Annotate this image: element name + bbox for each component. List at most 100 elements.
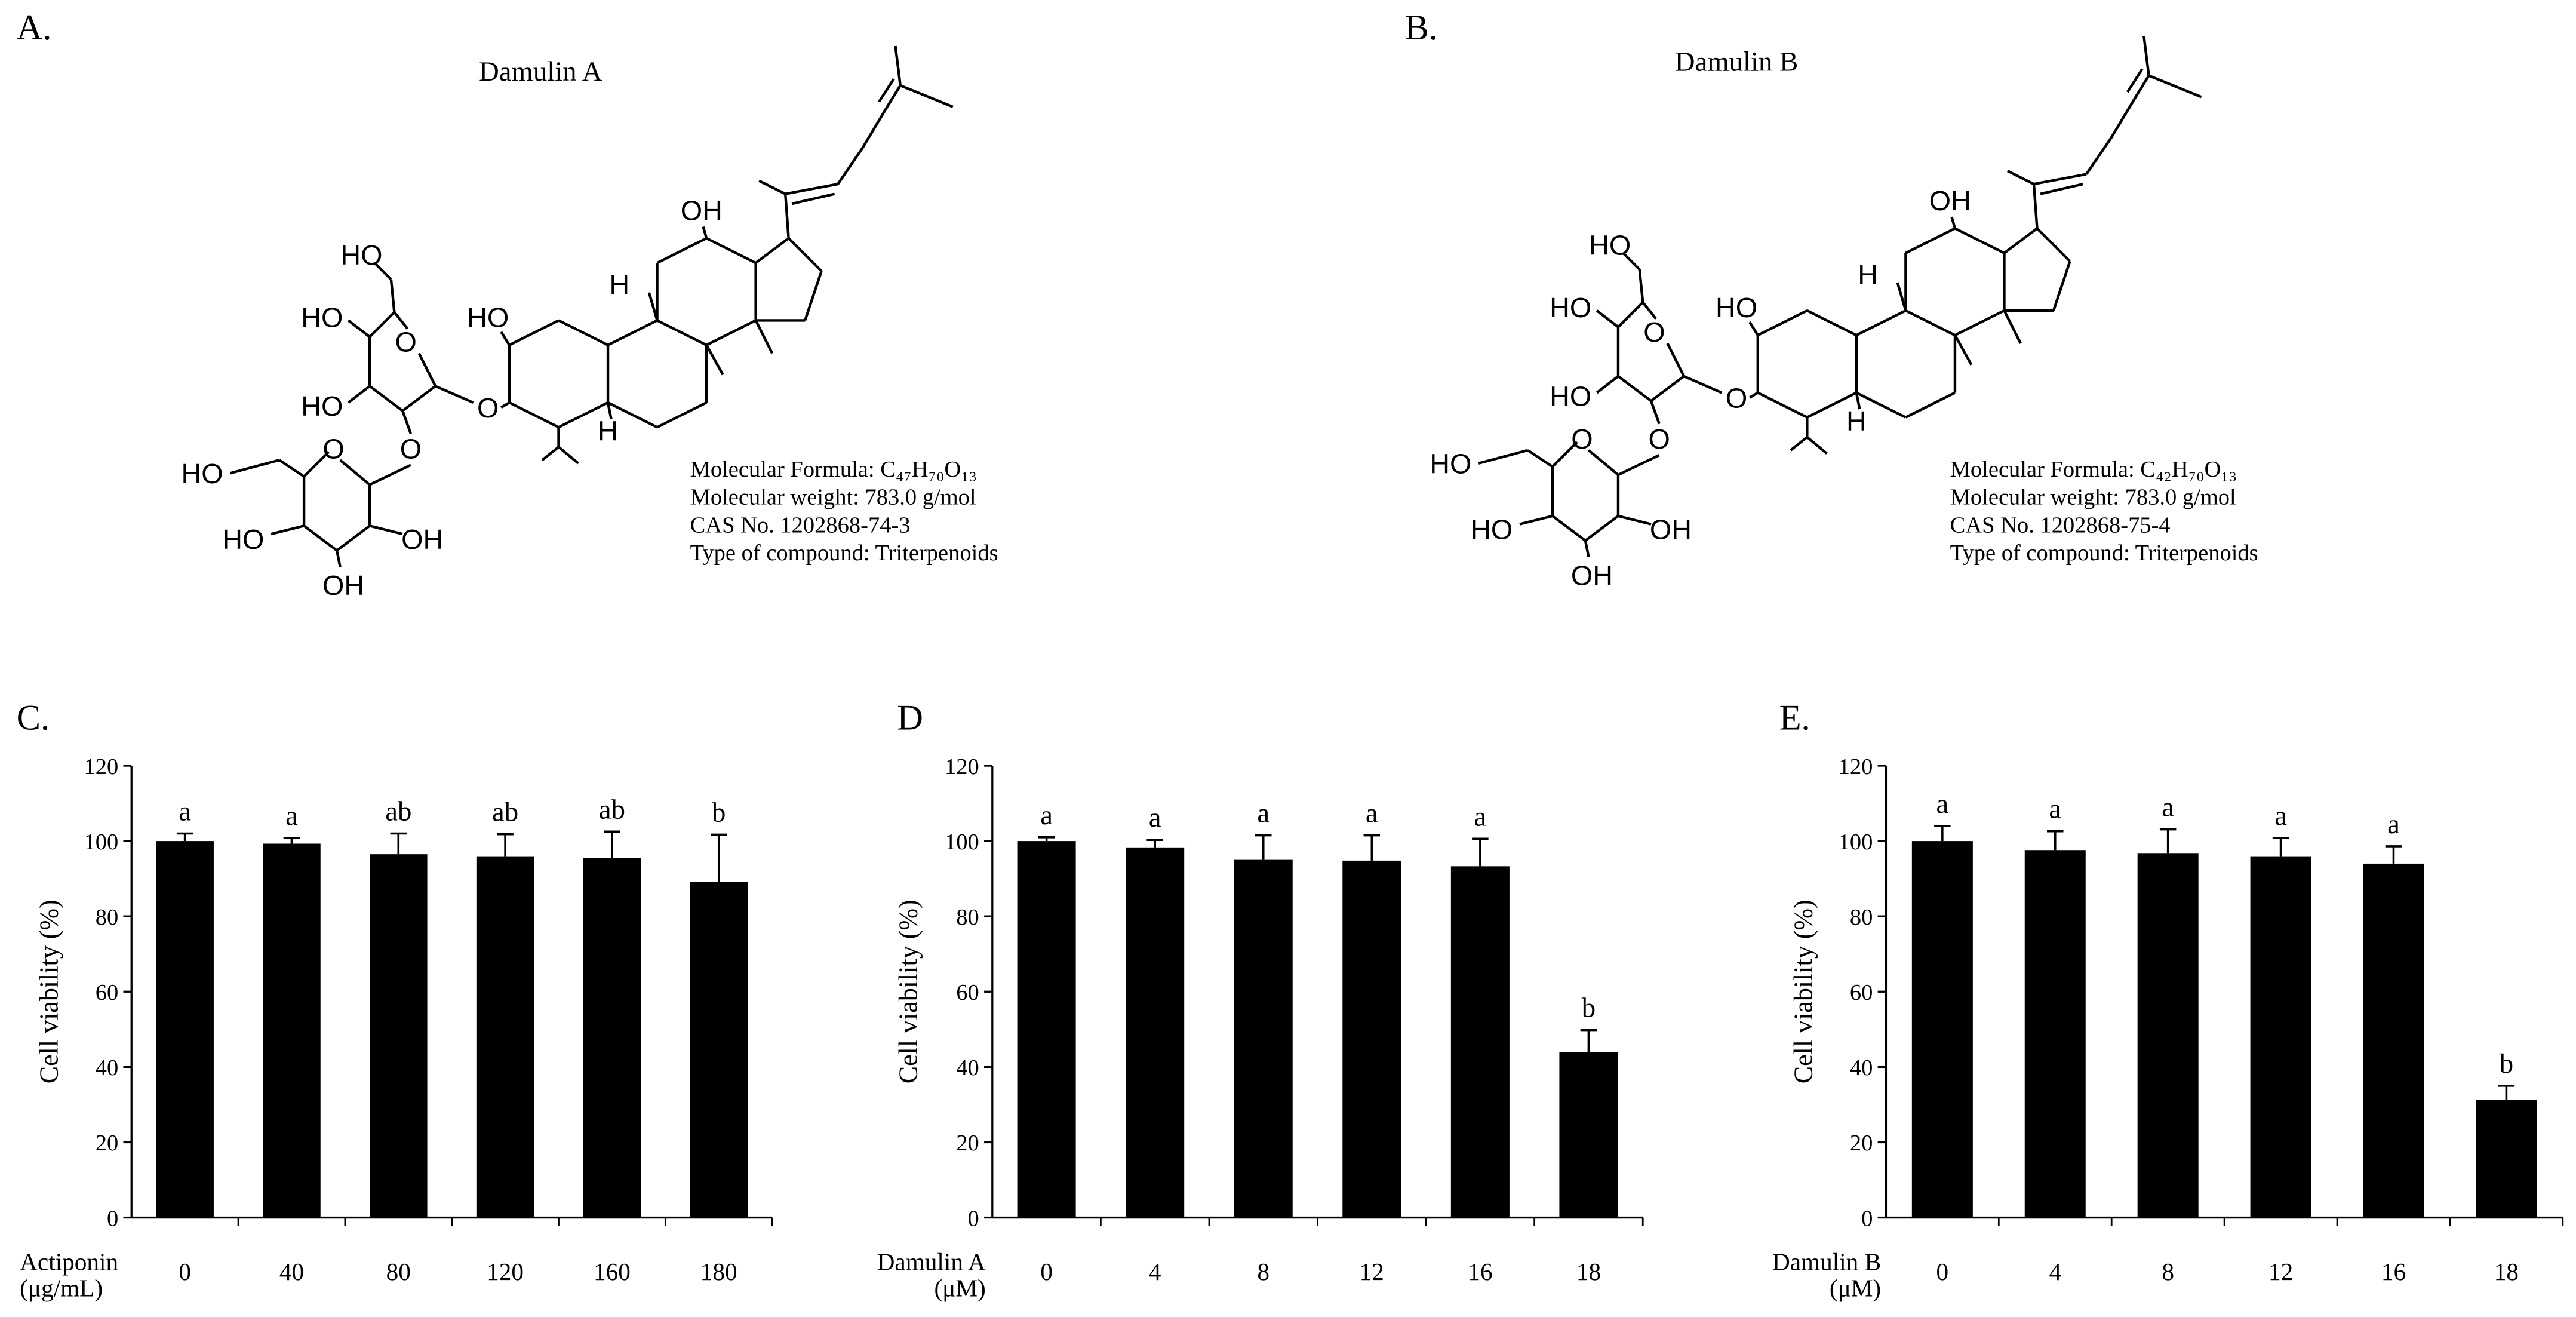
y-tick-label: 120	[1839, 754, 1873, 779]
atom-label: HO	[1430, 448, 1471, 479]
bond	[368, 385, 404, 412]
atom-label: O	[400, 434, 422, 465]
bar	[690, 882, 748, 1218]
bond	[607, 401, 658, 429]
bond	[348, 385, 371, 404]
bond	[1622, 252, 1641, 271]
x-axis-label: Damulin B	[1772, 1248, 1881, 1276]
bond	[886, 84, 902, 108]
bond	[783, 194, 790, 239]
bond	[606, 402, 613, 419]
bond	[2085, 137, 2113, 175]
x-tick-label: 8	[2162, 1258, 2174, 1285]
atom-label: H	[1846, 406, 1867, 437]
significance-letter: ab	[385, 796, 411, 827]
bond	[899, 84, 954, 108]
y-tick-label: 120	[945, 754, 979, 779]
y-tick-label: 80	[96, 905, 119, 930]
bar	[1126, 847, 1185, 1218]
bond	[336, 524, 371, 552]
bond	[1905, 309, 1956, 337]
bond	[303, 524, 338, 552]
compound-info: CAS No. 1202868-74-3	[690, 512, 911, 538]
bond	[558, 401, 609, 429]
significance-letter: a	[2049, 794, 2061, 825]
bond	[417, 352, 437, 387]
atom-label: O	[395, 327, 416, 358]
bond	[791, 192, 835, 205]
significance-letter: b	[712, 797, 726, 828]
bond	[558, 319, 609, 346]
atom-label: O	[1571, 423, 1593, 455]
bond	[2052, 260, 2071, 311]
bond	[348, 319, 371, 338]
y-axis-label: Cell viability (%)	[34, 900, 63, 1083]
bond	[508, 401, 560, 429]
bond	[401, 410, 412, 435]
bond	[754, 320, 774, 354]
bond	[1596, 375, 1619, 394]
bond	[1954, 309, 2005, 337]
bond	[894, 45, 902, 86]
y-tick-label: 20	[956, 1131, 979, 1156]
bond	[2148, 74, 2202, 99]
bond	[861, 106, 889, 149]
bar	[2137, 853, 2199, 1218]
bond	[647, 292, 659, 321]
bar	[2363, 863, 2424, 1218]
bar	[263, 843, 321, 1218]
bond	[1584, 540, 1590, 558]
bond	[2142, 36, 2150, 76]
bond	[1519, 514, 1553, 526]
panel-label: A.	[17, 8, 52, 48]
bond	[1896, 282, 1907, 311]
atom-label: HO	[301, 302, 343, 333]
compound-info: Molecular weight: 783.0 g/mol	[1950, 485, 2236, 510]
bond	[500, 331, 511, 346]
bond	[303, 450, 330, 478]
atom-label: HO	[1589, 229, 1631, 260]
error-bar	[2272, 837, 2289, 857]
x-axis-label: (μg/mL)	[20, 1275, 103, 1303]
error-bar	[283, 837, 300, 844]
error-bar	[1038, 836, 1055, 842]
y-tick-label: 100	[945, 830, 979, 855]
bond	[788, 237, 823, 272]
bar	[1450, 866, 1510, 1218]
x-tick-label: 0	[179, 1258, 191, 1285]
significance-letter: a	[2162, 792, 2174, 823]
y-tick-label: 100	[1839, 830, 1873, 855]
bond	[1551, 515, 1587, 542]
bond	[1954, 227, 2005, 254]
atom-label: H	[609, 269, 629, 300]
bond	[755, 237, 789, 264]
bond	[1617, 301, 1644, 329]
bond	[2003, 227, 2038, 254]
x-axis-label: Actiponin	[20, 1248, 118, 1276]
bond	[369, 524, 403, 536]
atom-label: OH	[1650, 514, 1692, 545]
bond	[435, 385, 474, 404]
error-bar	[2498, 1085, 2515, 1100]
bond	[785, 182, 838, 195]
x-axis-label: Damulin A	[877, 1248, 986, 1276]
bond	[1748, 391, 1759, 399]
atom-label: OH	[681, 195, 723, 226]
bond	[1649, 400, 1661, 425]
y-tick-label: 60	[1850, 980, 1873, 1005]
bar	[2250, 856, 2311, 1218]
error-bar	[1934, 825, 1951, 842]
x-axis-label: (μM)	[1830, 1275, 1881, 1303]
error-bar	[710, 833, 727, 882]
significance-letter: a	[1149, 802, 1161, 833]
bond	[1905, 227, 1956, 254]
x-tick-label: 4	[1149, 1258, 1161, 1285]
bond	[1806, 436, 1828, 455]
bond	[2006, 170, 2034, 186]
x-tick-label: 8	[1257, 1258, 1269, 1285]
x-tick-label: 18	[1576, 1258, 1601, 1285]
significance-letter: a	[2274, 800, 2287, 831]
bond	[1638, 269, 1644, 303]
panel-label: E.	[1779, 698, 1810, 738]
